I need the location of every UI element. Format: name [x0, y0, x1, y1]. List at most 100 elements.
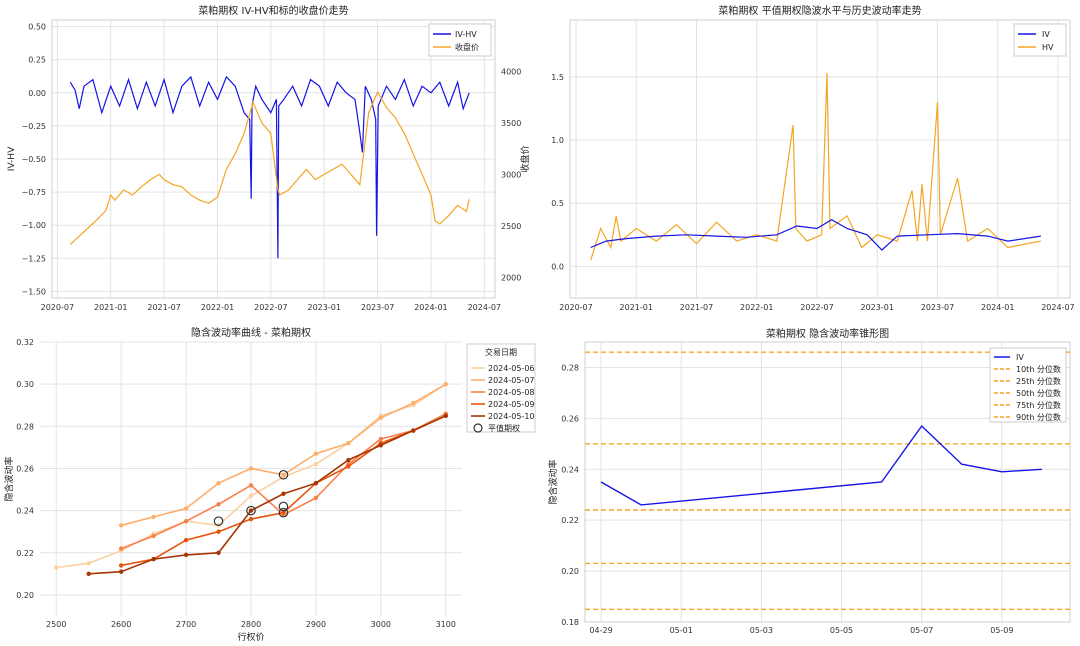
y-tick-label: 0.30: [16, 380, 34, 389]
legend-label: IV: [1042, 30, 1050, 39]
data-point: [86, 561, 91, 566]
legend-label: 平值期权: [488, 423, 520, 433]
data-point: [151, 533, 156, 539]
data-point: [313, 451, 319, 456]
data-point: [216, 550, 221, 555]
chart-iv-cone: 04-29 05-01 05-03 05-05 05-07 05-09 0.28 0.26 0.…: [547, 327, 1071, 635]
legend: IV HV: [1013, 23, 1067, 57]
chart-title: 菜粕期权 IV-HV和标的收盘价走势: [198, 4, 348, 17]
data-point: [313, 495, 319, 501]
x-tick-label: 3100: [436, 620, 456, 629]
series-line-0: [69, 75, 470, 259]
data-point: [183, 518, 189, 524]
x-tick-label: 2020-07: [559, 303, 592, 312]
chart-title: 隐含波动率曲线 - 菜粕期权: [191, 326, 311, 339]
x-tick-label: 2024-01: [414, 303, 447, 312]
data-point: [118, 563, 124, 568]
y2-axis-label: 收盘价: [519, 145, 531, 172]
data-point: [216, 502, 221, 507]
data-point: [118, 546, 124, 551]
series-line-1: [69, 90, 470, 245]
y-tick-label: 1.0: [551, 136, 564, 145]
legend-label: 25th 分位数: [1016, 376, 1061, 386]
y2-tick-label: 3500: [501, 119, 521, 128]
y-tick-label: 0.22: [561, 516, 579, 525]
plot-frame: [584, 341, 1071, 623]
legend: IV 10th 分位数 25th 分位数 50th 分位数 75th 分位数 90th 分…: [989, 347, 1067, 423]
data-point: [281, 472, 286, 477]
data-point: [346, 440, 351, 446]
grid: [40, 341, 462, 616]
series-line-4: [88, 415, 447, 575]
y-tick-label: 0.0: [551, 262, 564, 271]
y-tick-label: 0.25: [28, 56, 46, 65]
data-point: [346, 457, 351, 463]
x-tick-label: 2023-01: [861, 303, 894, 312]
atm-marker: [278, 469, 289, 480]
atm-marker: [246, 505, 256, 516]
x-tick-label: 2021-01: [94, 303, 127, 312]
chart-title: 菜粕期权 隐含波动率锥形图: [766, 327, 889, 340]
y-axis-label: 隐含波动率: [3, 456, 15, 501]
legend-label: HV: [1042, 43, 1054, 52]
y-tick-label: 0.28: [561, 363, 579, 372]
x-tick-label: 2021-07: [147, 303, 180, 312]
data-point: [118, 523, 124, 528]
plot-frame: [569, 19, 1071, 299]
y2-tick-label: 2000: [501, 273, 521, 282]
legend-label: IV: [1016, 353, 1024, 362]
y-tick-label: 0.24: [561, 465, 579, 474]
data-point: [183, 537, 189, 543]
x-tick-label: 2022-07: [254, 303, 287, 312]
y-tick-label: 1.5: [551, 73, 564, 82]
data-point: [118, 569, 124, 574]
x-tick-label: 04-29: [589, 626, 612, 635]
x-tick-label: 2021-07: [680, 303, 713, 312]
x-tick-label: 2022-01: [740, 303, 773, 312]
data-point: [248, 516, 254, 522]
x-tick-label: 2700: [176, 620, 196, 629]
y-tick-label: −1.25: [21, 254, 46, 263]
data-point: [248, 483, 254, 488]
y-tick-label: 0.50: [28, 23, 46, 32]
grid: [570, 20, 1070, 298]
legend-box: [1013, 23, 1067, 57]
x-tick-label: 2600: [111, 620, 131, 629]
data-point: [411, 428, 416, 433]
y-tick-label: 0.18: [561, 618, 579, 627]
x-tick-label: 3000: [371, 620, 391, 629]
data-point: [183, 552, 189, 558]
legend-label: 75th 分位数: [1016, 400, 1061, 410]
x-axis-label: 行权价: [237, 631, 264, 643]
y-tick-label: −0.75: [21, 188, 46, 197]
x-tick-label: 2021-01: [620, 303, 653, 312]
y-tick-label: 0.26: [16, 464, 34, 473]
legend-label: 10th 分位数: [1016, 364, 1061, 374]
atm-marker: [213, 516, 224, 526]
legend-label: 2024-05-06: [488, 364, 535, 373]
y-tick-label: −0.25: [21, 122, 46, 131]
x-tick-label: 2024-01: [981, 303, 1014, 312]
legend-label: 2024-05-09: [488, 400, 535, 409]
x-tick-label: 2022-07: [800, 303, 833, 312]
y-tick-label: 0.26: [561, 414, 579, 423]
data-point: [443, 413, 448, 418]
x-tick-label: 05-07: [910, 626, 933, 635]
data-point: [54, 565, 59, 570]
series-line-0: [600, 424, 1042, 506]
data-point: [183, 506, 189, 511]
chart-iv-hv-price: 2020-07 2021-01 2021-07 2022-01 2022-07 2023-…: [7, 4, 531, 312]
x-tick-label: 2020-07: [41, 303, 74, 312]
legend-label: 90th 分位数: [1016, 412, 1061, 422]
x-tick-label: 05-01: [670, 626, 693, 635]
y-tick-label: 0.32: [16, 338, 34, 347]
series-line-0: [590, 219, 1041, 251]
legend: IV-HV 收盘价: [428, 23, 492, 57]
y-tick-label: 0.00: [28, 89, 46, 98]
data-point: [411, 400, 416, 406]
y-tick-label: 0.24: [16, 507, 34, 516]
x-tick-label: 2022-01: [201, 303, 234, 312]
data-point: [281, 491, 286, 496]
x-tick-label: 2023-07: [361, 303, 394, 312]
